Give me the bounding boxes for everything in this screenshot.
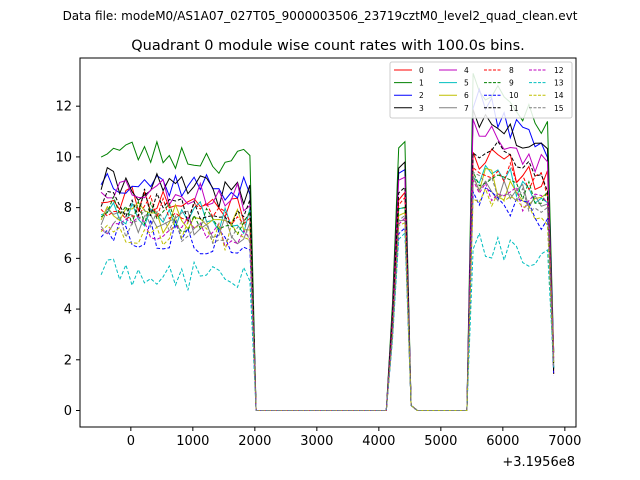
chart-title: Quadrant 0 module wise count rates with … bbox=[131, 38, 525, 54]
series-line-15 bbox=[100, 171, 555, 411]
y-tick-label: 8 bbox=[64, 201, 72, 216]
legend-box bbox=[389, 61, 573, 119]
x-tick-label: 7000 bbox=[548, 434, 581, 449]
plot-frame bbox=[79, 57, 577, 428]
x-tick-label: 2000 bbox=[238, 434, 271, 449]
legend-label-11: 11 bbox=[509, 104, 519, 113]
legend-label-15: 15 bbox=[554, 104, 564, 113]
legend-label-13: 13 bbox=[554, 79, 564, 88]
legend-label-10: 10 bbox=[509, 91, 519, 100]
y-tick-label: 0 bbox=[64, 404, 72, 419]
y-tick-label: 4 bbox=[64, 303, 72, 318]
x-offset-label: +3.1956e8 bbox=[502, 455, 575, 470]
legend-label-8: 8 bbox=[509, 66, 514, 75]
legend-label-7: 7 bbox=[464, 104, 469, 113]
legend-label-2: 2 bbox=[419, 91, 424, 100]
legend-label-4: 4 bbox=[464, 66, 469, 75]
legend-label-12: 12 bbox=[554, 66, 564, 75]
legend-label-9: 9 bbox=[509, 79, 514, 88]
legend-label-6: 6 bbox=[464, 91, 469, 100]
x-tick-label: 6000 bbox=[486, 434, 519, 449]
y-tick-label: 12 bbox=[55, 100, 72, 115]
x-tick-label: 1000 bbox=[176, 434, 209, 449]
axis-layer: 0 1000 2000 3000 4000 5000 6000 7000 0 2 4 6 8 10 12 bbox=[55, 100, 581, 449]
y-tick-label: 10 bbox=[55, 150, 72, 165]
legend-label-1: 1 bbox=[419, 79, 424, 88]
x-tick-label: 4000 bbox=[362, 434, 395, 449]
y-tick-label: 2 bbox=[64, 353, 72, 368]
x-tick-label: 5000 bbox=[424, 434, 457, 449]
legend-label-14: 14 bbox=[554, 91, 564, 100]
series-layer bbox=[100, 73, 555, 411]
x-tick-label: 0 bbox=[127, 434, 135, 449]
series-line-9 bbox=[100, 171, 555, 411]
x-tick-label: 3000 bbox=[300, 434, 333, 449]
chart-suptitle: Data file: modeM0/AS1A07_027T05_90000035… bbox=[63, 9, 578, 23]
legend-label-3: 3 bbox=[419, 104, 424, 113]
legend-label-0: 0 bbox=[419, 66, 424, 75]
legend-label-5: 5 bbox=[464, 79, 469, 88]
y-tick-label: 6 bbox=[64, 252, 72, 267]
